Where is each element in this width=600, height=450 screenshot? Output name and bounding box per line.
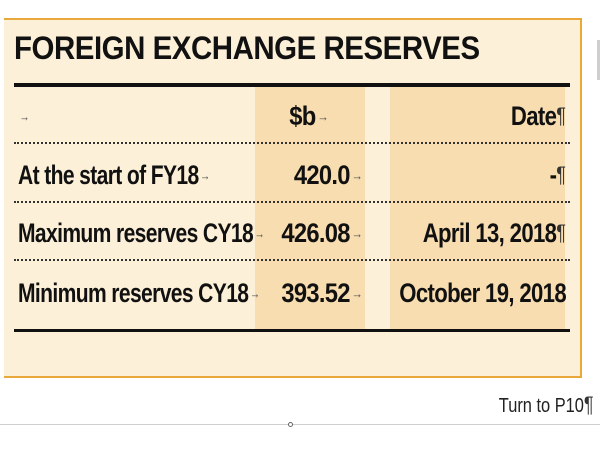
tab-mark: → xyxy=(351,167,363,183)
pilcrow-mark: ¶ xyxy=(556,103,566,128)
header-date-label: Date xyxy=(510,100,557,131)
row-date: April 13, 2018 xyxy=(422,217,557,248)
pilcrow-mark: ¶ xyxy=(556,162,566,187)
page-break-line xyxy=(0,424,600,425)
continuation-note: Turn to P10¶ xyxy=(499,392,594,418)
pilcrow-mark: ¶ xyxy=(556,220,566,245)
row-label: Minimum reserves CY18 xyxy=(18,277,249,308)
table-row: Minimum reserves CY18 → 393.52 → October 1… xyxy=(14,265,570,321)
table-header-row: → $b → Date ¶ xyxy=(14,90,570,144)
box-left-edge xyxy=(0,18,4,378)
row-value: 426.08 xyxy=(281,217,350,248)
box-title: FOREIGN EXCHANGE RESERVES xyxy=(14,30,480,66)
table-bottom-rule xyxy=(14,329,570,332)
header-value-label: $b xyxy=(289,100,316,131)
row-value-cell: 393.52 → xyxy=(268,265,363,321)
row-date: - xyxy=(549,159,557,190)
table-row: At the start of FY18 → 420.0 → - ¶ xyxy=(14,149,570,203)
row-value: 393.52 xyxy=(281,277,350,308)
tab-mark: → xyxy=(351,225,363,241)
tab-mark: → xyxy=(254,225,265,241)
tab-mark: → xyxy=(200,167,211,183)
row-value: 420.0 xyxy=(293,159,351,190)
row-label-cell: At the start of FY18 → xyxy=(18,149,210,201)
value-column-shade xyxy=(255,87,365,329)
pilcrow-mark: ¶ xyxy=(584,392,594,417)
date-column-shade xyxy=(390,87,565,329)
scrollbar-indicator[interactable] xyxy=(597,40,600,80)
row-label-cell: Minimum reserves CY18 → xyxy=(18,265,260,321)
header-label-cell: → xyxy=(18,90,197,142)
row-value-cell: 420.0 → xyxy=(268,149,363,201)
header-value-cell: $b → xyxy=(261,90,356,142)
tab-mark: → xyxy=(19,108,30,124)
row-date: October 19, 2018 xyxy=(399,277,566,308)
header-date-cell: Date ¶ xyxy=(422,90,566,142)
table-row: Maximum reserves CY18 → 426.08 → April 13,… xyxy=(14,207,570,261)
row-label: At the start of FY18 xyxy=(18,159,199,190)
row-value-cell: 426.08 → xyxy=(268,207,363,259)
row-label: Maximum reserves CY18 xyxy=(18,217,254,248)
tab-mark: → xyxy=(249,285,261,301)
row-label-cell: Maximum reserves CY18 → xyxy=(18,207,265,259)
tab-mark: → xyxy=(317,108,329,124)
object-anchor-handle[interactable] xyxy=(288,422,293,427)
tab-mark: → xyxy=(351,285,363,301)
title-rule xyxy=(14,83,570,87)
row-date-cell: October 19, 2018 xyxy=(399,265,566,321)
continuation-text: Turn to P10 xyxy=(499,395,585,417)
row-date-cell: April 13, 2018 ¶ xyxy=(422,207,566,259)
row-date-cell: - ¶ xyxy=(422,149,566,201)
